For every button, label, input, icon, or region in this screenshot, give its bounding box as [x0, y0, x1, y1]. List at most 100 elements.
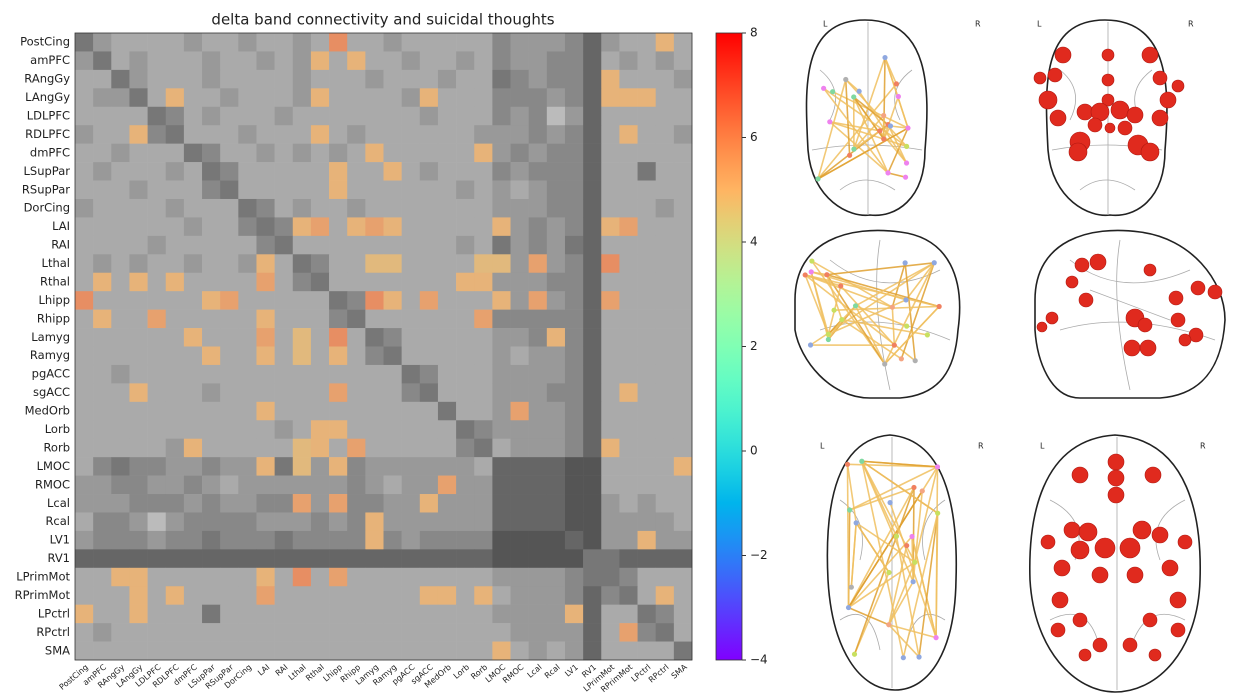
node	[824, 272, 829, 277]
heatmap-cell	[256, 420, 274, 439]
heatmap-cell	[238, 383, 256, 402]
heatmap-cell	[547, 107, 565, 126]
heatmap-cell	[329, 199, 347, 218]
node	[1050, 110, 1066, 126]
heatmap-cell	[202, 347, 220, 366]
heatmap-cell	[129, 457, 147, 476]
heatmap-cell	[583, 70, 601, 89]
heatmap-cell	[456, 347, 474, 366]
heatmap-cell	[384, 217, 402, 236]
heatmap-cell	[384, 273, 402, 292]
heatmap-cell	[347, 70, 365, 89]
heatmap-cell	[583, 494, 601, 513]
heatmap-cell	[511, 33, 529, 52]
y-tick-label: SMA	[45, 643, 70, 657]
heatmap-cell	[256, 162, 274, 181]
node	[882, 55, 887, 60]
heatmap-cell	[474, 107, 492, 126]
heatmap-cell	[619, 125, 637, 144]
heatmap-cell	[202, 623, 220, 642]
heatmap-cell	[656, 476, 674, 495]
node	[851, 94, 856, 99]
heatmap-cell	[111, 70, 129, 89]
heatmap-cell	[565, 328, 583, 347]
heatmap-cell	[619, 476, 637, 495]
heatmap-cell	[293, 623, 311, 642]
heatmap-cell	[438, 623, 456, 642]
heatmap-cell	[529, 51, 547, 70]
heatmap-cell	[256, 494, 274, 513]
heatmap-cell	[275, 494, 293, 513]
heatmap-cell	[565, 383, 583, 402]
heatmap-cell	[238, 402, 256, 421]
heatmap-cell	[365, 512, 383, 531]
heatmap-cell	[329, 586, 347, 605]
heatmap-cell	[619, 365, 637, 384]
heatmap-cell	[456, 181, 474, 200]
node	[920, 488, 925, 493]
node	[859, 459, 864, 464]
heatmap-cell	[238, 236, 256, 255]
node	[826, 332, 831, 337]
heatmap-cell	[220, 199, 238, 218]
heatmap-cell	[456, 51, 474, 70]
heatmap-cell	[220, 568, 238, 587]
heatmap-cell	[238, 365, 256, 384]
heatmap-cell	[656, 605, 674, 624]
heatmap-cell	[256, 33, 274, 52]
heatmap-cell	[656, 273, 674, 292]
heatmap-cell	[438, 144, 456, 163]
heatmap-cell	[311, 457, 329, 476]
heatmap-cell	[129, 107, 147, 126]
node	[1140, 340, 1156, 356]
heatmap-cell	[420, 107, 438, 126]
heatmap-cell	[420, 531, 438, 550]
heatmap-cell	[492, 107, 510, 126]
heatmap-cell	[619, 254, 637, 273]
heatmap-cell	[565, 512, 583, 531]
heatmap-cell	[347, 144, 365, 163]
heatmap-cell	[166, 199, 184, 218]
heatmap-cell	[148, 365, 166, 384]
heatmap-cell	[347, 642, 365, 661]
heatmap-cell	[293, 199, 311, 218]
heatmap-cell	[184, 236, 202, 255]
heatmap-cell	[674, 476, 692, 495]
heatmap-cell	[492, 70, 510, 89]
heatmap-cell	[492, 144, 510, 163]
heatmap-cell	[129, 273, 147, 292]
heatmap-cell	[311, 181, 329, 200]
heatmap-cell	[474, 476, 492, 495]
heatmap-cell	[329, 420, 347, 439]
heatmap-cell	[129, 549, 147, 568]
heatmap-cell	[656, 199, 674, 218]
heatmap-cell	[674, 605, 692, 624]
heatmap-cell	[547, 181, 565, 200]
heatmap-cell	[583, 586, 601, 605]
heatmap-cell	[365, 586, 383, 605]
heatmap-cell	[402, 273, 420, 292]
heatmap-cell	[438, 494, 456, 513]
heatmap-cell	[492, 476, 510, 495]
node	[885, 170, 890, 175]
heatmap-cell	[129, 642, 147, 661]
heatmap-cell	[456, 420, 474, 439]
heatmap-cell	[619, 51, 637, 70]
heatmap-cell	[656, 623, 674, 642]
heatmap-cell	[583, 476, 601, 495]
heatmap-cell	[311, 383, 329, 402]
x-tick-label: Rcal	[543, 663, 562, 681]
heatmap-cell	[365, 623, 383, 642]
heatmap-cell	[456, 217, 474, 236]
heatmap-cell	[402, 476, 420, 495]
heatmap-cell	[238, 531, 256, 550]
heatmap-cell	[638, 181, 656, 200]
heatmap-cell	[347, 383, 365, 402]
heatmap-cell	[438, 568, 456, 587]
heatmap-cell	[148, 107, 166, 126]
heatmap-cell	[547, 420, 565, 439]
heatmap-cell	[238, 199, 256, 218]
heatmap-cell	[166, 217, 184, 236]
heatmap-cell	[329, 107, 347, 126]
node	[925, 332, 930, 337]
